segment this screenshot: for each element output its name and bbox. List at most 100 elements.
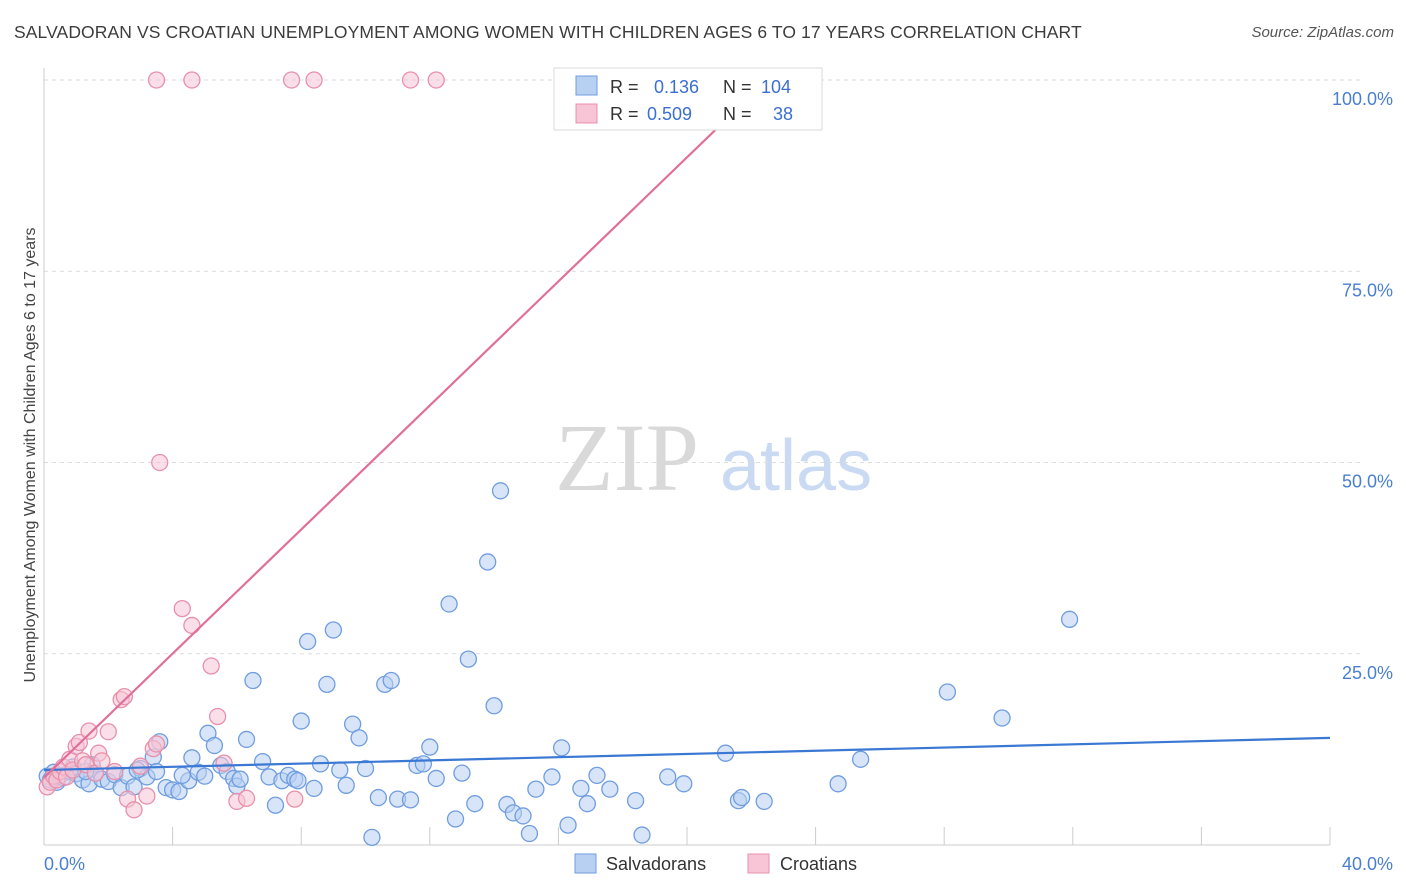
salvadoran-point [363, 828, 381, 846]
croatian-point [138, 787, 156, 805]
croatian-point [183, 71, 201, 89]
y-tick-label: 50.0% [1342, 472, 1393, 492]
series-legend: Salvadorans Croatians [574, 853, 857, 874]
legend-r-value-1: 0.136 [654, 77, 699, 97]
salvadorans-points [38, 482, 1079, 846]
salvadoran-point [491, 482, 510, 500]
salvadoran-point [588, 766, 606, 785]
croatian-point [106, 762, 124, 781]
salvadoran-point [298, 632, 317, 651]
croatian-point [125, 801, 143, 819]
salvadoran-point [578, 795, 596, 813]
legend-r-label-2: R = [610, 104, 639, 124]
salvadoran-point [401, 791, 420, 809]
croatian-point [80, 722, 98, 740]
salvadoran-point [324, 621, 343, 639]
salvadoran-point [147, 762, 166, 781]
croatian-point [401, 71, 420, 89]
salvadoran-point [305, 779, 323, 798]
x-tick-label-min: 0.0% [44, 854, 85, 874]
legend-n-value-2: 38 [773, 104, 793, 124]
salvadoran-point [851, 750, 870, 768]
salvadoran-point [938, 683, 957, 701]
salvadoran-point [244, 671, 262, 690]
salvadoran-point [369, 788, 388, 807]
salvadoran-point [993, 709, 1011, 727]
correlation-legend: R = 0.136 N = 104 R = 0.509 N = 38 [553, 67, 823, 131]
salvadoran-point [427, 769, 445, 788]
salvadoran-point [253, 752, 272, 771]
legend-swatch-salvadorans [575, 75, 598, 96]
trend-lines [43, 94, 1331, 779]
salvadoran-point [196, 767, 214, 785]
croatian-point [93, 752, 111, 770]
watermark-zip: ZIP [555, 404, 699, 511]
gridlines [44, 79, 1360, 655]
salvadoran-point [659, 768, 677, 786]
croatian-point [286, 790, 304, 808]
salvadoran-point [626, 791, 645, 810]
croatian-point [183, 616, 201, 635]
croatian-point [237, 789, 256, 807]
salvadoran-point [205, 736, 224, 755]
salvadoran-point [356, 759, 375, 778]
salvadoran-point [543, 768, 561, 786]
salvadoran-point [318, 675, 336, 693]
bottom-legend-swatch-salvadorans [574, 853, 597, 874]
salvadoran-point [453, 764, 471, 782]
legend-n-label-2: N = [723, 104, 752, 124]
salvadoran-point [514, 807, 532, 825]
salvadoran-point [459, 650, 478, 668]
y-axis-label: Unemployment Among Women with Children A… [22, 227, 39, 682]
croatian-point [131, 757, 150, 775]
salvadoran-point [1060, 610, 1079, 628]
axes [43, 68, 1331, 846]
salvadoran-point [382, 671, 400, 690]
chart-title: SALVADORAN VS CROATIAN UNEMPLOYMENT AMON… [14, 22, 1082, 42]
salvadoran-point [292, 712, 310, 730]
croatian-point [147, 735, 166, 753]
salvadoran-point [421, 738, 439, 756]
legend-r-label-1: R = [610, 77, 639, 97]
salvadoran-point [552, 739, 571, 757]
legend-n-value-1: 104 [761, 77, 791, 97]
salvadoran-point [485, 697, 503, 715]
salvadoran-point [520, 824, 539, 843]
salvadorans-trend-line [43, 736, 1331, 772]
legend-swatch-croatians [575, 103, 598, 124]
salvadoran-point [446, 810, 465, 828]
bottom-legend-salvadorans: Salvadorans [606, 854, 706, 874]
salvadoran-point [337, 776, 355, 794]
salvadoran-point [289, 772, 307, 790]
salvadoran-point [173, 766, 191, 785]
bottom-legend-croatians: Croatians [780, 854, 857, 874]
salvadoran-point [559, 816, 577, 834]
croatian-point [202, 657, 220, 675]
croatian-point [305, 71, 323, 89]
legend-r-value-2: 0.509 [647, 104, 692, 124]
x-tick-label-max: 40.0% [1342, 854, 1393, 874]
salvadoran-point [733, 788, 751, 807]
croatian-point [147, 71, 166, 89]
y-tick-label: 100.0% [1332, 89, 1393, 109]
salvadoran-point [601, 780, 619, 798]
salvadoran-point [231, 770, 249, 788]
salvadoran-point [237, 730, 256, 749]
croatian-point [99, 723, 117, 741]
croatian-point [427, 71, 445, 89]
salvadoran-point [170, 782, 188, 801]
salvadoran-point [479, 553, 497, 571]
salvadoran-point [331, 761, 349, 779]
salvadoran-point [466, 795, 484, 813]
croatian-point [115, 687, 134, 706]
croatian-point [208, 707, 227, 726]
salvadoran-point [183, 749, 201, 767]
legend-n-label-1: N = [723, 77, 752, 97]
salvadoran-point [414, 755, 433, 773]
croatian-point [215, 754, 233, 772]
salvadoran-point [266, 796, 285, 814]
salvadoran-point [440, 595, 458, 613]
y-tick-label: 25.0% [1342, 663, 1393, 683]
croatian-point [151, 453, 169, 472]
